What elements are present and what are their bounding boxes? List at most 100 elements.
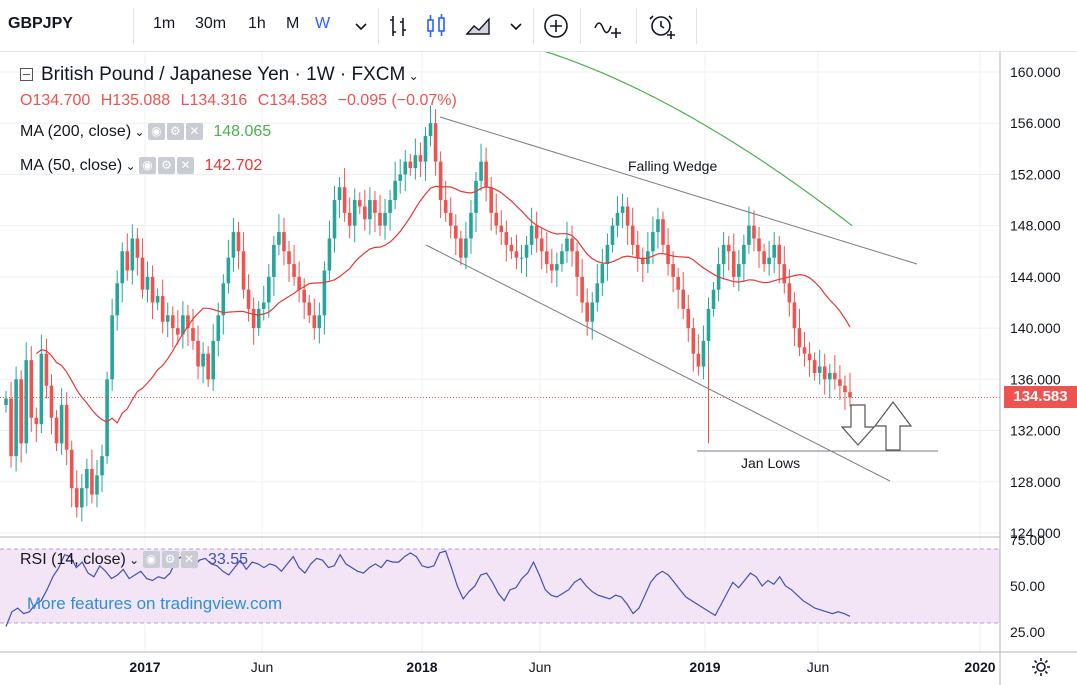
rsi-legend[interactable]: RSI (14, close) ⌄ ◉ ⚙ ✕ 33.55 bbox=[20, 551, 248, 569]
candle-body bbox=[827, 372, 832, 380]
chevron-down-icon[interactable]: ⌄ bbox=[405, 69, 419, 83]
candle-body bbox=[90, 468, 94, 495]
eye-icon[interactable]: ◉ bbox=[142, 551, 160, 569]
interval-30m[interactable]: 30m bbox=[195, 15, 227, 32]
candle-body bbox=[706, 308, 711, 341]
candle-body bbox=[85, 468, 89, 489]
candle-body bbox=[282, 232, 286, 252]
wedge-lower-line bbox=[425, 244, 891, 482]
gear-icon[interactable]: ⚙ bbox=[161, 551, 179, 569]
candle-body bbox=[408, 161, 413, 169]
close-icon[interactable]: ✕ bbox=[185, 123, 203, 141]
candle-body bbox=[474, 180, 478, 213]
ma200-legend[interactable]: MA (200, close) ⌄ ◉ ⚙ ✕ 148.065 bbox=[20, 123, 271, 141]
toolbar-divider bbox=[378, 8, 379, 44]
candle-body bbox=[651, 232, 655, 252]
candle-body bbox=[388, 200, 392, 213]
ma200-label: MA (200, close) bbox=[20, 123, 132, 141]
interval-week[interactable]: W bbox=[315, 15, 331, 32]
alert-add-icon[interactable] bbox=[646, 10, 678, 42]
candle-body bbox=[838, 379, 842, 386]
candle-body bbox=[201, 353, 205, 367]
last-price-tag: 134.583 bbox=[1004, 386, 1077, 408]
rsi-tick-label: 50.00 bbox=[1010, 578, 1045, 594]
chevron-down-icon[interactable] bbox=[500, 10, 532, 42]
candle-body bbox=[186, 315, 190, 329]
ohlc-open: O134.700 bbox=[20, 92, 91, 109]
eye-icon[interactable]: ◉ bbox=[139, 157, 156, 175]
candle-body bbox=[630, 225, 635, 245]
eye-icon[interactable]: ◉ bbox=[147, 123, 165, 141]
candle-body bbox=[453, 225, 458, 239]
interval-1h[interactable]: 1h bbox=[248, 15, 266, 32]
toolbar-divider bbox=[133, 8, 134, 44]
candle-body bbox=[24, 360, 29, 444]
candle-body bbox=[64, 404, 69, 450]
candle-body bbox=[822, 366, 827, 380]
close-icon[interactable]: ✕ bbox=[177, 157, 194, 175]
candle-body bbox=[297, 276, 301, 290]
bar-chart-icon[interactable] bbox=[383, 10, 415, 42]
area-chart-icon[interactable] bbox=[462, 10, 494, 42]
candle-body bbox=[125, 251, 130, 271]
chart-canvas[interactable]: Falling Wedge Jan Lows 160.000 156.000 152… bbox=[0, 52, 1077, 685]
compare-add-icon[interactable] bbox=[540, 10, 572, 42]
chevron-down-icon[interactable]: ⌄ bbox=[131, 125, 148, 140]
ma50-legend[interactable]: MA (50, close) ⌄ ◉ ⚙ ✕ 142.702 bbox=[20, 157, 262, 175]
candle-body bbox=[580, 276, 584, 303]
candle-body bbox=[398, 174, 403, 181]
candle-body bbox=[261, 302, 266, 309]
gear-icon[interactable]: ⚙ bbox=[166, 123, 184, 141]
time-tick-label: 2019 bbox=[689, 659, 720, 675]
candle-body bbox=[160, 296, 165, 322]
gear-icon[interactable]: ⚙ bbox=[158, 157, 175, 175]
candle-body bbox=[565, 238, 569, 252]
candle-body bbox=[302, 289, 306, 303]
settings-gear-icon[interactable] bbox=[1030, 656, 1052, 678]
interval-1m[interactable]: 1m bbox=[153, 15, 176, 32]
candle-body bbox=[555, 264, 559, 271]
candle-body bbox=[459, 238, 463, 258]
candle-body bbox=[140, 257, 145, 290]
chevron-down-icon[interactable]: ⌄ bbox=[125, 553, 143, 568]
candle-body bbox=[681, 289, 686, 309]
rsi-value: 33.55 bbox=[208, 551, 249, 569]
candle-body bbox=[625, 206, 630, 226]
chevron-down-icon[interactable] bbox=[345, 10, 377, 42]
collapse-icon[interactable] bbox=[20, 68, 33, 82]
candle-body bbox=[777, 244, 782, 265]
candle-body bbox=[256, 308, 261, 329]
candle-body bbox=[170, 315, 175, 329]
candle-body bbox=[737, 264, 741, 277]
candle-body bbox=[792, 302, 797, 329]
candle-body bbox=[135, 238, 140, 258]
candle-body bbox=[368, 200, 372, 220]
interval-month[interactable]: M bbox=[286, 15, 300, 32]
candle-body bbox=[787, 283, 792, 303]
close-icon[interactable]: ✕ bbox=[180, 551, 198, 569]
candle-body bbox=[640, 257, 645, 265]
ohlc-low: L134.316 bbox=[180, 92, 248, 109]
time-tick-label: Jun bbox=[807, 659, 830, 675]
candle-body bbox=[448, 212, 453, 226]
indicator-add-icon[interactable] bbox=[592, 10, 624, 42]
symbol-search[interactable]: GBPJPY bbox=[8, 15, 73, 32]
candle-body bbox=[80, 488, 84, 508]
candle-body bbox=[570, 238, 574, 252]
candle-body bbox=[464, 238, 468, 258]
candle-body bbox=[14, 379, 18, 457]
candle-chart-icon[interactable] bbox=[420, 10, 452, 42]
price-tick-label: 128.000 bbox=[1010, 474, 1061, 490]
annotation-falling-wedge: Falling Wedge bbox=[628, 158, 717, 174]
watermark-link[interactable]: More features on tradingview.com bbox=[27, 594, 283, 613]
candle-body bbox=[145, 276, 150, 290]
chevron-down-icon[interactable]: ⌄ bbox=[122, 159, 139, 174]
candle-body bbox=[74, 488, 79, 508]
candle-body bbox=[539, 238, 544, 252]
rsi-tick-label: 25.00 bbox=[1010, 624, 1045, 640]
price-tick-label: 148.000 bbox=[1010, 218, 1061, 234]
candle-body bbox=[34, 417, 39, 425]
candle-body bbox=[833, 372, 837, 380]
candle-body bbox=[292, 264, 296, 277]
candle-body bbox=[69, 449, 74, 489]
